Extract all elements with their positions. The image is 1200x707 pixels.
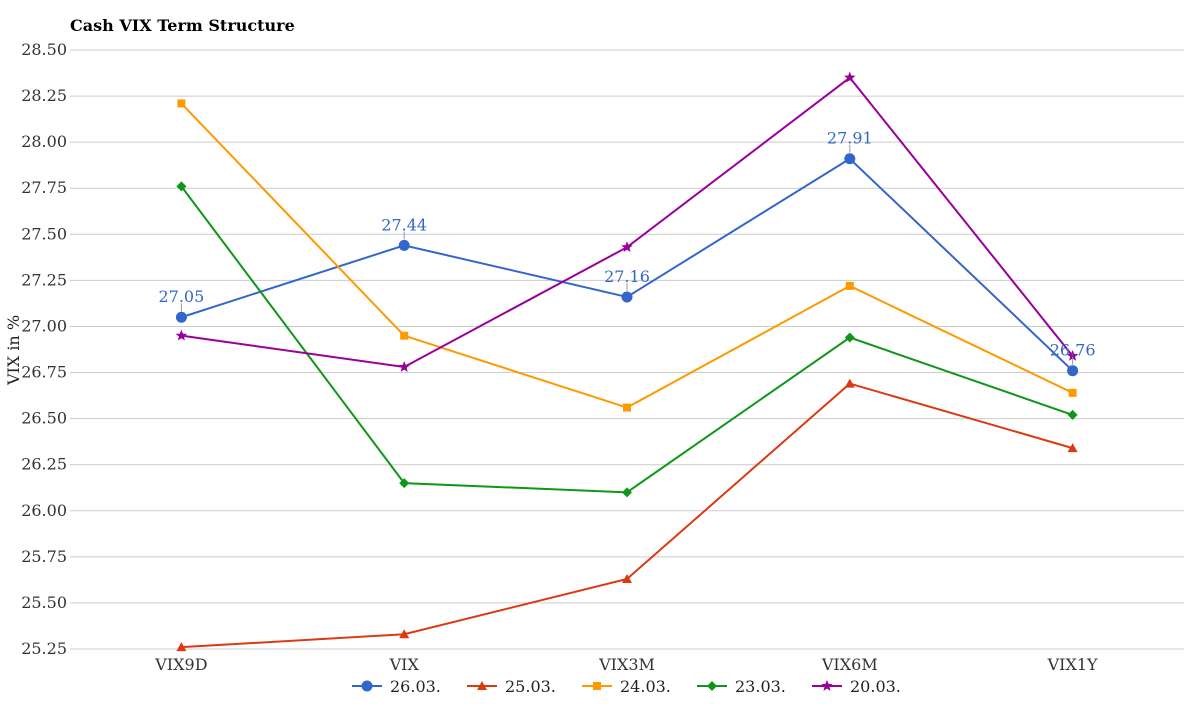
x-tick-label: VIX	[389, 655, 420, 674]
series-line	[181, 76, 1074, 369]
data-labels: 27.05 27.44 27.16 27.91 26.76	[158, 129, 1096, 365]
data-point	[845, 281, 854, 290]
series-line	[180, 185, 1073, 494]
legend: 26.03. 25.03. 24.03. 23.03. 20.03.	[352, 677, 901, 696]
x-tick-label: VIX1Y	[1047, 655, 1098, 674]
data-label: 27.91	[827, 129, 873, 148]
data-point	[1067, 443, 1078, 453]
data-label: 27.44	[381, 215, 427, 234]
x-axis-ticks: VIX9D VIX VIX3M VIX6M VIX1Y	[154, 655, 1098, 674]
data-point	[399, 629, 410, 639]
data-label: 27.05	[158, 287, 204, 306]
y-axis-label: VIX in %	[4, 315, 23, 386]
data-point	[844, 332, 855, 343]
data-point	[622, 573, 632, 583]
legend-label: 25.03.	[505, 677, 556, 696]
legend-marker	[821, 680, 833, 691]
series-2503	[176, 378, 1078, 652]
data-point	[621, 241, 633, 253]
y-tick-label: 27.00	[21, 316, 67, 335]
data-point	[398, 239, 410, 251]
y-tick-label: 26.50	[21, 409, 67, 428]
data-point	[398, 361, 410, 372]
y-tick-label: 27.50	[21, 224, 67, 243]
legend-label: 23.03.	[735, 677, 786, 696]
legend-marker	[361, 680, 373, 692]
data-point	[175, 329, 188, 341]
data-point	[1066, 349, 1079, 361]
data-point	[175, 311, 187, 323]
data-label: 26.76	[1050, 341, 1096, 360]
legend-label: 24.03.	[620, 677, 671, 696]
gridlines	[70, 49, 1184, 650]
data-point	[176, 181, 187, 192]
series-line	[180, 102, 1074, 409]
data-point	[623, 403, 631, 412]
data-point	[400, 331, 409, 340]
y-tick-label: 25.25	[21, 639, 67, 658]
chart-title: Cash VIX Term Structure	[70, 16, 295, 35]
data-point	[1067, 409, 1078, 420]
data-point	[844, 378, 855, 388]
legend-item[interactable]: 23.03.	[697, 677, 786, 696]
legend-item[interactable]: 24.03.	[582, 677, 671, 696]
data-point	[844, 71, 856, 83]
y-tick-label: 27.25	[21, 270, 67, 289]
legend-marker	[707, 681, 717, 691]
legend-item[interactable]: 25.03.	[467, 677, 556, 696]
y-tick-label: 28.25	[21, 86, 67, 105]
x-tick-label: VIX6M	[821, 655, 878, 674]
y-tick-label: 28.50	[21, 40, 67, 59]
x-tick-label: VIX3M	[598, 655, 655, 674]
data-point	[177, 99, 186, 108]
y-axis-ticks: 25.25 25.50 25.75 26.00 26.25 26.50 26.75 27.00…	[21, 40, 67, 658]
legend-item[interactable]: 20.03.	[812, 677, 901, 696]
legend-label: 26.03.	[390, 677, 441, 696]
series-2403	[177, 99, 1077, 412]
y-tick-label: 26.00	[21, 501, 67, 520]
data-point	[176, 642, 187, 652]
legend-marker	[477, 681, 487, 690]
y-tick-label: 26.25	[21, 455, 67, 474]
series-2003	[175, 71, 1079, 372]
legend-marker	[593, 682, 601, 690]
data-point	[844, 153, 856, 165]
x-tick-label: VIX9D	[154, 655, 207, 674]
legend-item[interactable]: 26.03.	[352, 677, 441, 696]
data-point	[1067, 365, 1079, 377]
y-tick-label: 26.75	[21, 363, 67, 382]
series-line	[181, 382, 1073, 649]
series-2303	[176, 181, 1078, 498]
data-label: 27.16	[604, 267, 650, 286]
y-tick-label: 25.75	[21, 547, 67, 566]
data-point	[621, 291, 633, 303]
y-tick-label: 27.75	[21, 178, 67, 197]
data-point	[622, 487, 632, 498]
legend-label: 20.03.	[850, 677, 901, 696]
y-tick-label: 28.00	[21, 132, 67, 151]
y-tick-label: 25.50	[21, 593, 67, 612]
series-2603	[175, 153, 1079, 377]
series-group	[175, 71, 1079, 652]
data-point	[399, 478, 410, 489]
data-point	[1068, 388, 1077, 397]
